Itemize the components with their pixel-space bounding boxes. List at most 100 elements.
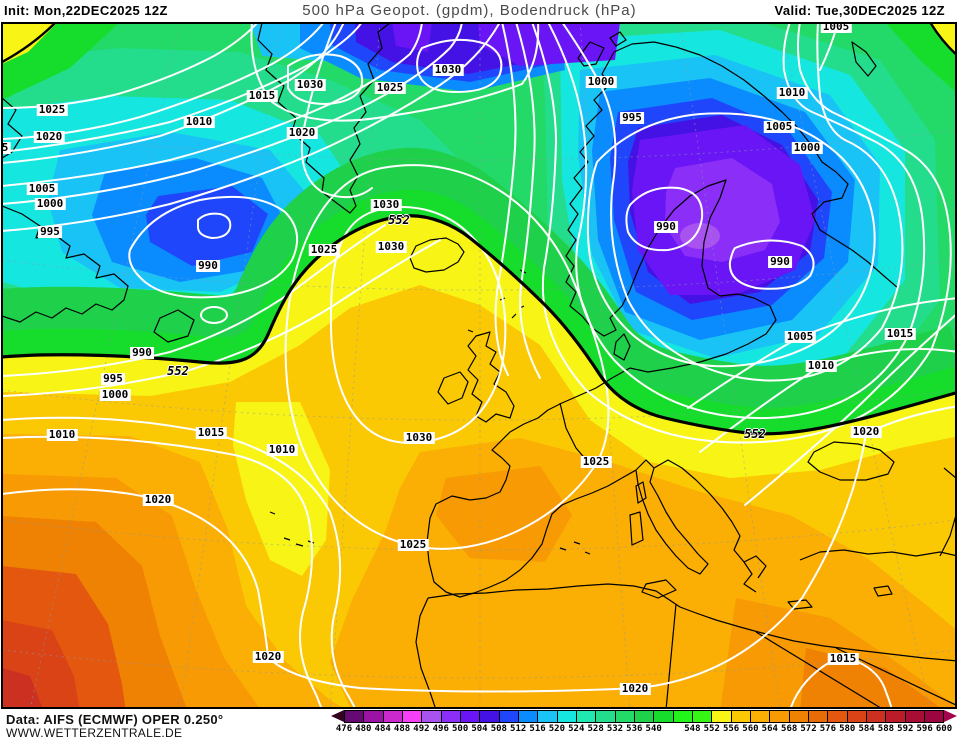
isobar-label: 1015 bbox=[195, 426, 227, 439]
isobar-label: 1030 bbox=[375, 240, 407, 253]
coastline-layer bbox=[3, 24, 955, 707]
isobar-label: 1025 bbox=[36, 103, 68, 116]
scale-tick-label: 588 bbox=[877, 724, 895, 734]
geopotential-label: 552 bbox=[167, 364, 189, 378]
scale-cell bbox=[557, 711, 577, 722]
isobar-label: 1025 bbox=[580, 455, 612, 468]
isobar-label: 5 bbox=[1, 141, 11, 154]
website-text: WWW.WETTERZENTRALE.DE bbox=[6, 726, 183, 740]
isobar-label: 990 bbox=[196, 259, 220, 272]
isobar-label: 1030 bbox=[294, 78, 326, 91]
isobar-label: 1000 bbox=[34, 197, 66, 210]
isobar-label: 1000 bbox=[99, 388, 131, 401]
isobar-label: 1015 bbox=[884, 327, 916, 340]
isobar-label: 1020 bbox=[850, 425, 882, 438]
chart-footer: Data: AIFS (ECMWF) OPER 0.250° WWW.WETTE… bbox=[0, 709, 959, 741]
scale-tick-label: 536 bbox=[626, 724, 643, 734]
isobar-label: 1015 bbox=[246, 89, 278, 102]
scale-cell bbox=[634, 711, 655, 722]
scale-tick-label: 576 bbox=[819, 724, 836, 734]
scale-tick-label: 568 bbox=[781, 724, 798, 734]
scale-tick-label: 476 bbox=[335, 724, 353, 734]
scale-cell bbox=[750, 711, 771, 722]
chart-header: Init: Mon,22DEC2025 12Z 500 hPa Geopot. … bbox=[0, 0, 959, 22]
isobar-label: 1010 bbox=[46, 428, 78, 441]
scale-tick-label: 512 bbox=[510, 724, 527, 734]
isobar-label: 990 bbox=[768, 255, 792, 268]
scale-tick-label: 508 bbox=[490, 724, 507, 734]
scale-tick-label: 492 bbox=[413, 724, 430, 734]
scale-cell bbox=[402, 711, 423, 722]
scale-cell bbox=[345, 711, 365, 722]
scale-tick-label: 484 bbox=[374, 724, 391, 734]
scale-cell bbox=[731, 711, 751, 722]
chart-title: 500 hPa Geopot. (gpdm), Bodendruck (hPa) bbox=[302, 2, 637, 19]
scale-cell bbox=[518, 711, 539, 722]
geopotential-label: 552 bbox=[388, 213, 410, 227]
geopotential-label: 552 bbox=[744, 427, 766, 441]
isobar-label: 1015 bbox=[827, 652, 859, 665]
scale-cell bbox=[866, 711, 887, 722]
valid-time-text: Valid: Tue,30DEC2025 12Z bbox=[774, 3, 945, 18]
isobar-label: 1005 bbox=[763, 120, 795, 133]
isobar-label: 995 bbox=[101, 372, 125, 385]
scale-tick-label: 528 bbox=[587, 724, 604, 734]
synoptic-map: 1025 1020 5 1015 1010 1020 1030 1025 1030 1005 100… bbox=[1, 22, 957, 709]
isobar-label: 1000 bbox=[791, 141, 823, 154]
isobar-label: 1020 bbox=[142, 493, 174, 506]
scale-cell bbox=[770, 711, 790, 722]
scale-cell bbox=[673, 711, 693, 722]
scale-cell bbox=[654, 711, 674, 722]
isobar-label: 1025 bbox=[308, 243, 340, 256]
scale-cell bbox=[712, 711, 732, 722]
isobar-label: 1030 bbox=[432, 63, 464, 76]
isobar-label: 1020 bbox=[33, 130, 65, 143]
scale-tick-label: 560 bbox=[742, 724, 759, 734]
scale-cell bbox=[441, 711, 461, 722]
isobar-label: 990 bbox=[654, 220, 678, 233]
scale-cell bbox=[480, 711, 500, 722]
scale-cell bbox=[460, 711, 481, 722]
isobar-label: 1025 bbox=[374, 81, 406, 94]
scale-cell bbox=[615, 711, 635, 722]
scale-tick-label: 580 bbox=[839, 724, 856, 734]
scale-cell bbox=[596, 711, 616, 722]
isobar-label: 1010 bbox=[266, 443, 298, 456]
scale-tick-label: 532 bbox=[606, 724, 624, 734]
scale-cell bbox=[692, 711, 713, 722]
isobar-label: 1020 bbox=[286, 126, 318, 139]
isobar-label: 1010 bbox=[776, 86, 808, 99]
scale-tick-label: 600 bbox=[935, 724, 953, 734]
scale-tick-label: 548 bbox=[684, 724, 701, 734]
scale-tick-label: 488 bbox=[393, 724, 411, 734]
scale-tick-label: 524 bbox=[568, 724, 585, 734]
scale-cell bbox=[789, 711, 809, 722]
isobar-label: 995 bbox=[38, 225, 62, 238]
isobar-layer bbox=[3, 24, 955, 707]
scale-tick-label: 584 bbox=[858, 724, 875, 734]
scale-cell bbox=[576, 711, 597, 722]
scale-tick-label: 500 bbox=[451, 724, 469, 734]
scale-cell bbox=[828, 711, 848, 722]
scale-right-arrow-icon bbox=[944, 710, 957, 722]
scale-cell bbox=[422, 711, 442, 722]
isobar-label: 990 bbox=[130, 346, 154, 359]
scale-cell bbox=[364, 711, 384, 722]
scale-cell bbox=[886, 711, 906, 722]
isobar-label: 1000 bbox=[585, 75, 617, 88]
scale-tick-label: 540 bbox=[645, 724, 662, 734]
isobar-label: 1030 bbox=[403, 431, 435, 444]
scale-tick-label: 592 bbox=[897, 724, 914, 734]
isobar-label: 1005 bbox=[820, 22, 852, 33]
scale-tick-label: 596 bbox=[916, 724, 933, 734]
scale-cell bbox=[538, 711, 558, 722]
scale-tick-label: 556 bbox=[722, 724, 740, 734]
isobar-label: 1020 bbox=[252, 650, 284, 663]
scale-left-arrow-icon bbox=[331, 710, 344, 722]
isobar-label: 1010 bbox=[183, 115, 215, 128]
scale-tick-label: 496 bbox=[432, 724, 449, 734]
isobar-label: 1010 bbox=[805, 359, 837, 372]
data-source-text: Data: AIFS (ECMWF) OPER 0.250° bbox=[6, 712, 224, 727]
scale-cell bbox=[383, 711, 403, 722]
